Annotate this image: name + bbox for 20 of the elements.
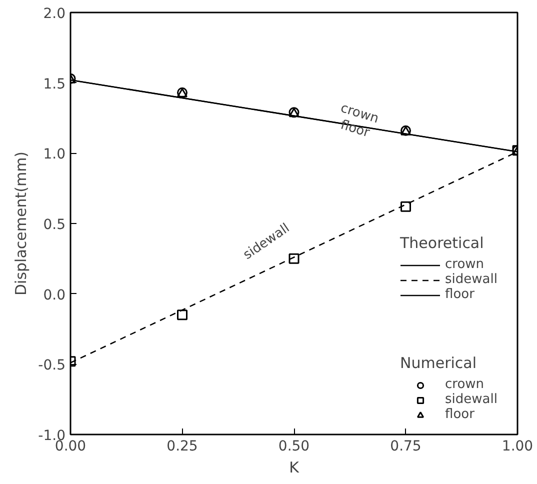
legend-label: crown <box>445 257 484 272</box>
x-tick-label: 0.50 <box>278 438 310 454</box>
y-axis-title: Displacement(mm) <box>12 151 30 296</box>
x-tick-label: 1.00 <box>502 438 534 454</box>
y-tick-label: 0.0 <box>43 287 66 304</box>
legend-label: sidewall <box>445 392 498 407</box>
y-tick-label: 1.5 <box>43 76 66 92</box>
x-axis-title: K <box>289 458 300 476</box>
legend-label: sidewall <box>445 272 498 287</box>
x-tick-label: 0.75 <box>390 438 422 454</box>
x-tick-label: 0.25 <box>166 438 198 454</box>
y-tick-label: -0.5 <box>38 358 66 374</box>
text: Theoretical <box>400 234 484 252</box>
y-tick-label: 2.0 <box>43 6 66 22</box>
legend-label: crown <box>445 377 484 392</box>
y-tick-label: 0.5 <box>43 217 66 233</box>
legend-label: floor <box>445 407 474 422</box>
text: Numerical <box>400 354 477 372</box>
legend-label: floor <box>445 287 474 302</box>
y-tick-label: 1.0 <box>43 146 66 163</box>
